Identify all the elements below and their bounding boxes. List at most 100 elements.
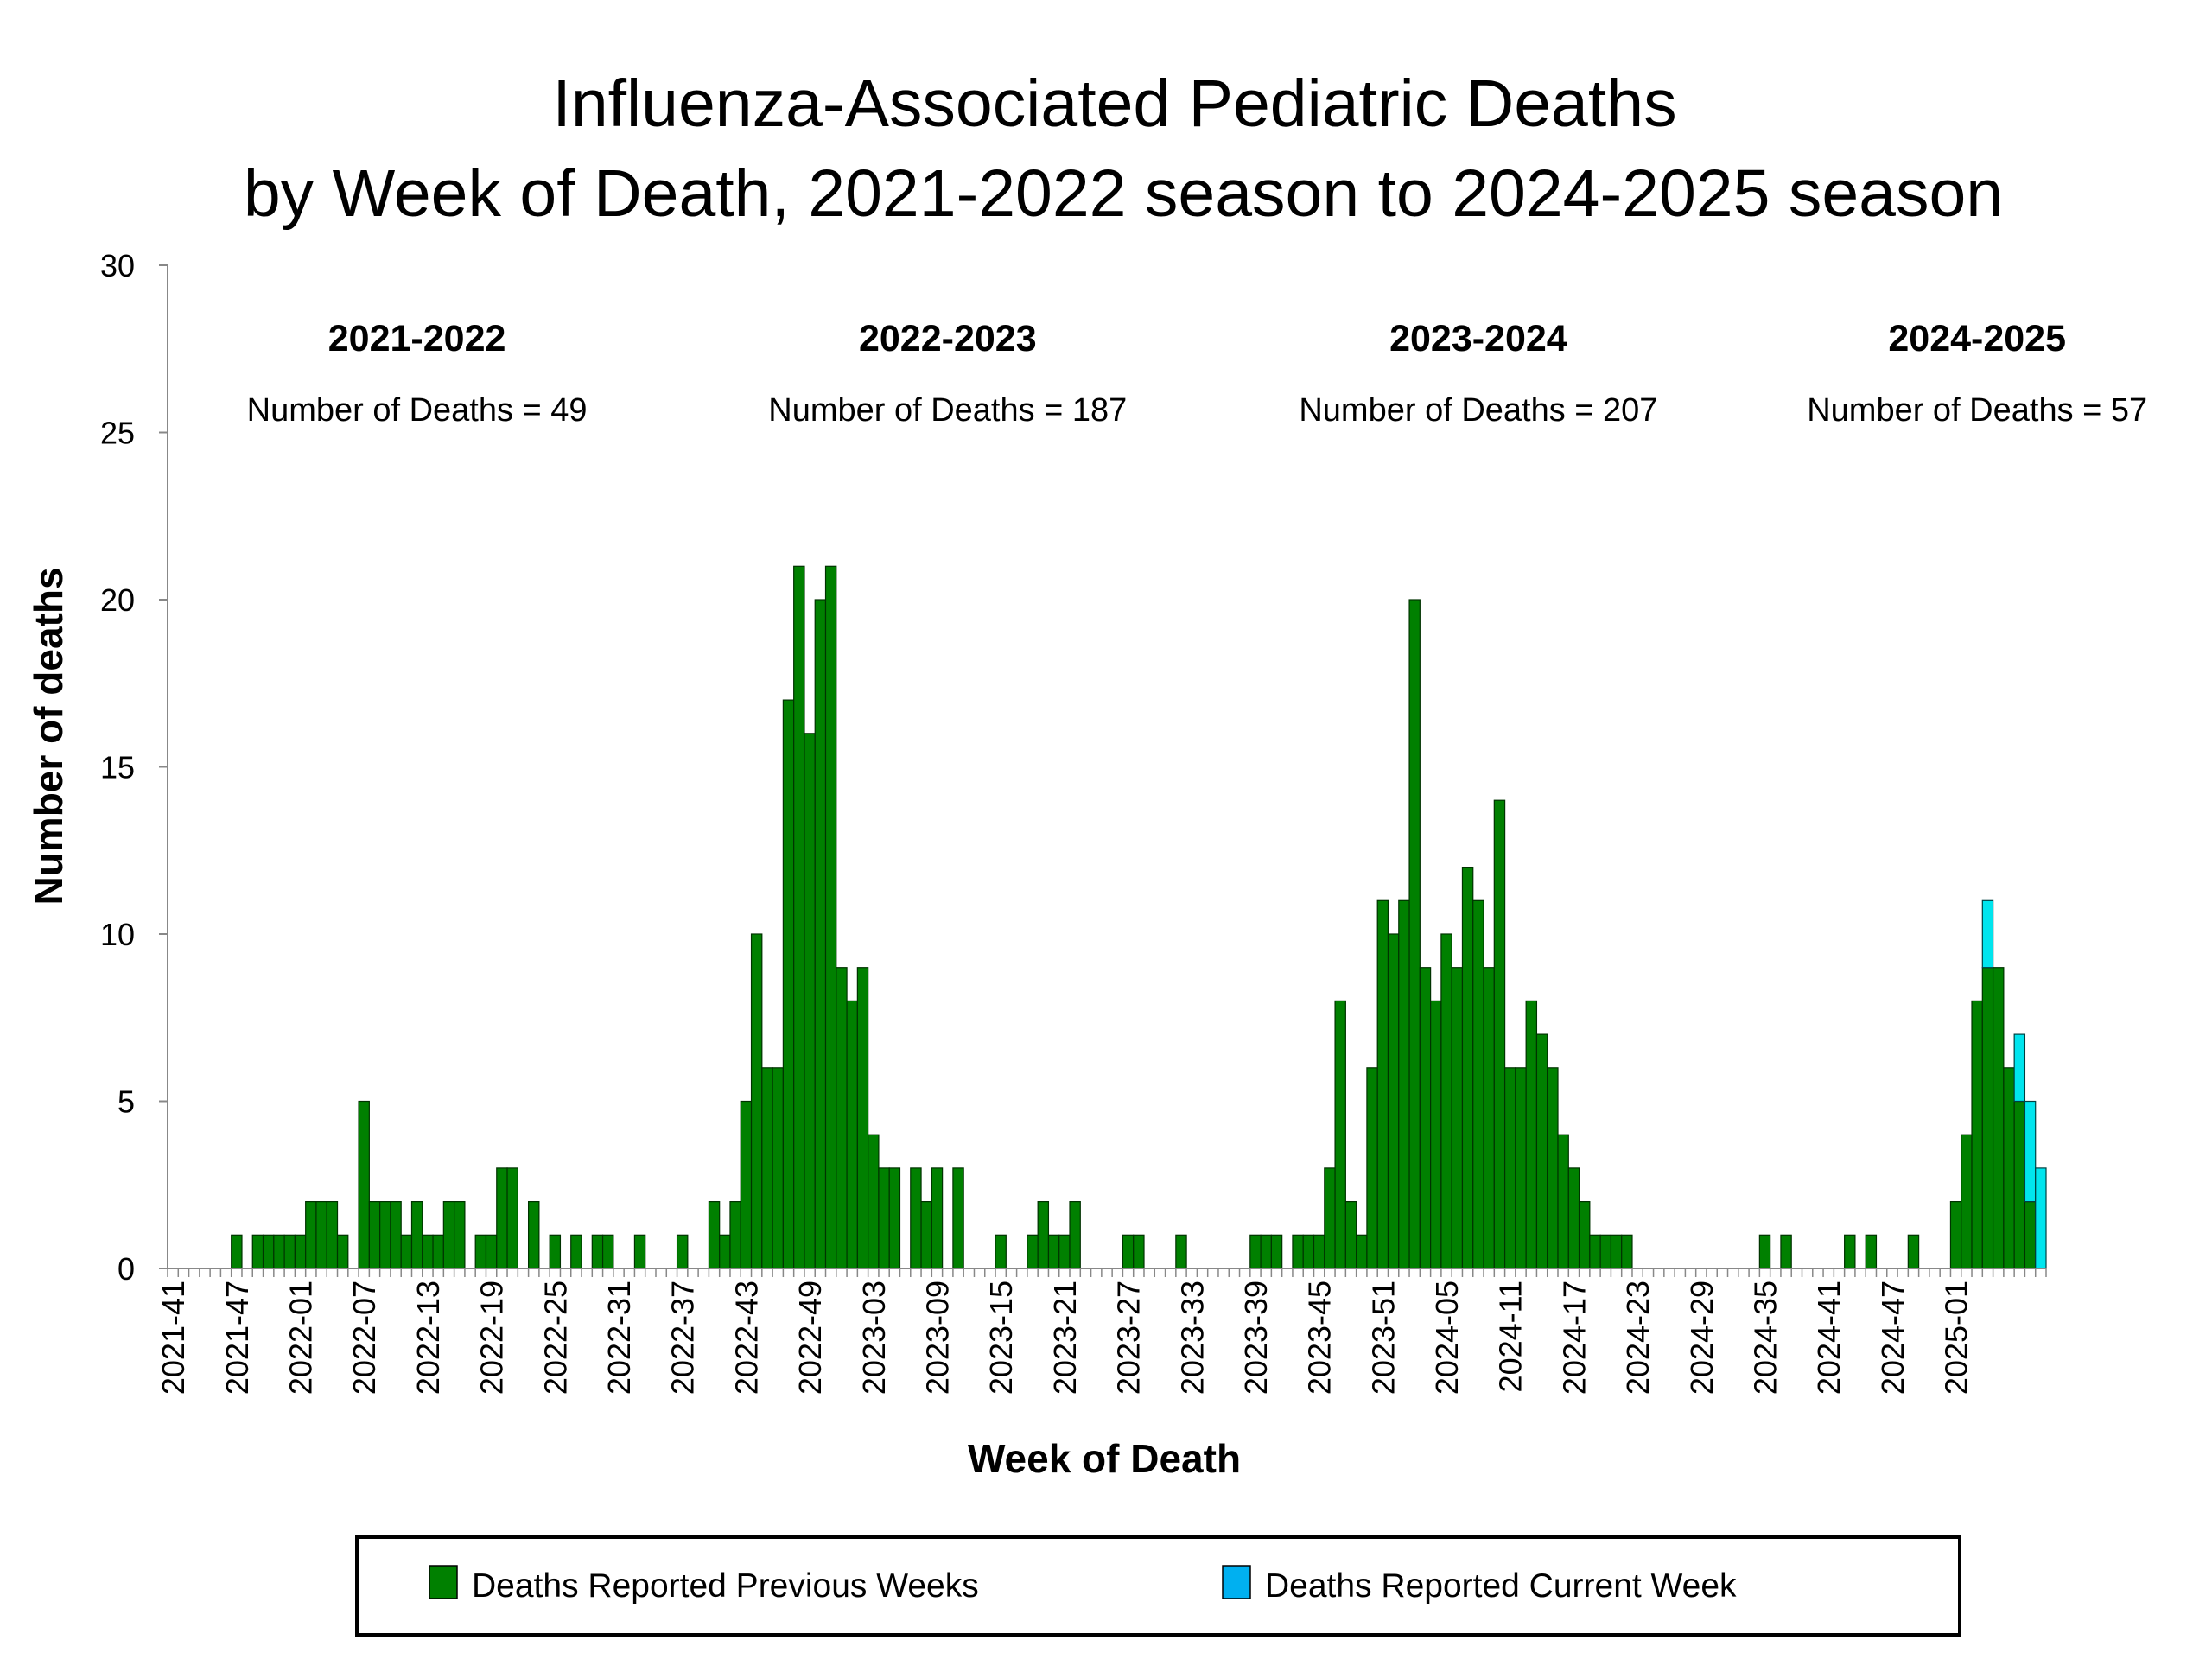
bar-previous	[315, 1200, 327, 1269]
bar-previous	[1961, 1134, 1973, 1269]
x-tick-label: 2023-45	[1302, 1281, 1338, 1395]
y-tick-labels: 0 5 10 15 20 25 30	[100, 248, 135, 1287]
bar-previous	[2003, 1067, 2015, 1269]
bar-previous	[336, 1234, 349, 1269]
x-tick-label: 2022-43	[728, 1281, 764, 1395]
bar-previous	[474, 1234, 487, 1269]
bar-previous	[454, 1200, 466, 1269]
bar-previous	[231, 1234, 243, 1269]
bar-previous	[888, 1167, 901, 1269]
chart-title-line-1: Influenza-Associated Pediatric Deaths	[552, 67, 1676, 141]
bar-previous	[1249, 1234, 1262, 1269]
bar-previous	[804, 733, 816, 1269]
bar-previous	[1047, 1234, 1060, 1269]
bar-previous	[1493, 799, 1506, 1269]
x-tick-label: 2023-09	[920, 1281, 956, 1395]
season-name-label: 2024-2025	[1888, 318, 2066, 359]
bar-previous	[1525, 1000, 1538, 1269]
bar-current	[2024, 1100, 2037, 1203]
bar-previous	[952, 1167, 964, 1269]
bar-previous	[1610, 1234, 1623, 1269]
x-tick-label: 2023-51	[1365, 1281, 1401, 1395]
bar-previous	[1302, 1234, 1315, 1269]
bar-previous	[846, 1000, 858, 1269]
x-tick-label: 2022-49	[792, 1281, 828, 1395]
x-tick-label: 2022-13	[410, 1281, 446, 1395]
bar-previous	[1356, 1234, 1368, 1269]
x-tick-label: 2023-39	[1238, 1281, 1274, 1395]
y-tick-label: 10	[100, 917, 135, 952]
y-axis-title: Number of deaths	[26, 567, 71, 905]
x-tick-label: 2022-25	[537, 1281, 573, 1395]
x-tick-label: 2023-27	[1111, 1281, 1147, 1395]
bar-previous	[1515, 1067, 1527, 1269]
x-tick-labels: 2021-41 2021-47 2022-01 2022-07 2022-13 2022-…	[156, 1281, 1974, 1395]
bar-previous	[410, 1200, 423, 1269]
bar-previous	[1535, 1033, 1548, 1269]
legend-box	[355, 1535, 1961, 1637]
y-tick-label: 5	[118, 1084, 135, 1120]
bar-previous	[1398, 899, 1410, 1269]
y-tick-label: 15	[100, 750, 135, 785]
x-tick-label: 2024-29	[1684, 1281, 1719, 1395]
x-tick-label: 2024-47	[1875, 1281, 1910, 1395]
bar-previous	[251, 1234, 264, 1269]
bar-previous	[1992, 967, 2005, 1269]
bar-current	[2013, 1033, 2026, 1103]
bar-previous	[2024, 1200, 2037, 1269]
bar-previous	[527, 1200, 540, 1269]
x-tick-label: 2025-01	[1939, 1281, 1974, 1395]
season-count-label: Number of Deaths = 49	[247, 392, 588, 429]
x-tick-label: 2021-41	[156, 1281, 191, 1395]
x-axis-title: Week of Death	[968, 1436, 1241, 1481]
bar-previous	[1292, 1234, 1304, 1269]
x-tick-label: 2022-37	[665, 1281, 701, 1395]
bar-previous	[1907, 1234, 1920, 1269]
legend-swatch-previous	[429, 1565, 458, 1599]
bar-previous	[601, 1234, 614, 1269]
bar-previous	[1621, 1234, 1633, 1269]
season-count-label: Number of Deaths = 207	[1299, 392, 1657, 429]
bar-previous	[750, 933, 763, 1269]
bar-previous	[1971, 1000, 1983, 1269]
y-tick-label: 20	[100, 582, 135, 618]
bar-previous	[1260, 1234, 1272, 1269]
bar-previous	[1037, 1200, 1050, 1269]
bar-previous	[1557, 1134, 1569, 1269]
bar-previous	[506, 1167, 518, 1269]
season-labels: 2021-2022 Number of Deaths = 49 2022-2023 N…	[247, 318, 2148, 429]
x-tick-label: 2023-21	[1047, 1281, 1083, 1395]
bar-previous	[379, 1200, 391, 1269]
bar-previous	[910, 1167, 922, 1269]
x-tick-label: 2023-15	[983, 1281, 1019, 1395]
bar-previous	[591, 1234, 604, 1269]
bar-previous	[676, 1234, 689, 1269]
bar-previous	[1472, 899, 1484, 1269]
axes	[159, 264, 2047, 1277]
bar-previous	[995, 1234, 1007, 1269]
x-tick-label: 2022-07	[346, 1281, 382, 1395]
bar-previous	[1027, 1234, 1039, 1269]
x-tick-label: 2024-41	[1811, 1281, 1847, 1395]
x-tick-label: 2023-03	[856, 1281, 892, 1395]
bar-previous	[358, 1100, 370, 1269]
bar-previous	[485, 1234, 498, 1269]
bar-previous	[496, 1167, 508, 1269]
season-count-label: Number of Deaths = 57	[1807, 392, 2147, 429]
bar-previous	[1451, 967, 1464, 1269]
bar-previous	[442, 1200, 455, 1269]
bar-previous	[1440, 933, 1452, 1269]
bar-previous	[1058, 1234, 1071, 1269]
bar-previous	[422, 1234, 434, 1269]
bar-previous	[793, 565, 805, 1269]
bar-previous	[772, 1067, 784, 1269]
x-tick-label: 2024-05	[1429, 1281, 1465, 1395]
bar-previous	[1366, 1067, 1378, 1269]
bar-previous	[1133, 1234, 1145, 1269]
bar-previous	[1313, 1234, 1325, 1269]
y-tick-label: 0	[118, 1251, 135, 1287]
bar-previous	[856, 967, 869, 1269]
x-tick-label: 2022-19	[474, 1281, 510, 1395]
x-tick-label: 2024-23	[1620, 1281, 1656, 1395]
bars	[231, 565, 2047, 1269]
